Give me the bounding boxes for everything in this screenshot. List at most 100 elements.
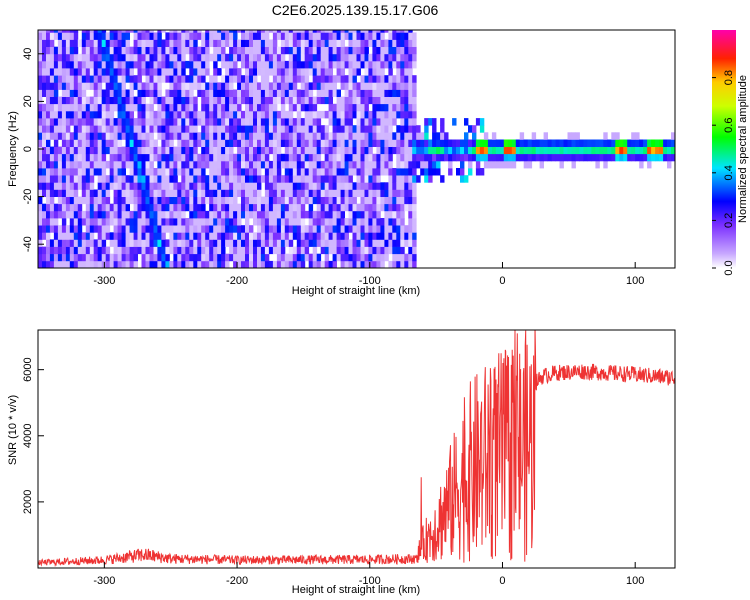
heatmap-cell bbox=[165, 160, 170, 169]
heatmap-cell bbox=[225, 153, 230, 162]
heatmap-cell bbox=[173, 103, 178, 112]
heatmap-cell bbox=[137, 68, 142, 76]
heatmap-cell bbox=[61, 132, 67, 140]
heatmap-cell bbox=[667, 153, 672, 162]
heatmap-cell bbox=[89, 182, 95, 190]
heatmap-cell bbox=[432, 125, 437, 133]
heatmap-cell bbox=[109, 118, 115, 126]
heatmap-cell bbox=[400, 175, 405, 183]
heatmap-cell bbox=[384, 189, 389, 197]
heatmap-cell bbox=[312, 68, 318, 76]
heatmap-cell bbox=[284, 89, 290, 97]
heatmap-cell bbox=[268, 82, 274, 90]
heatmap-cell bbox=[145, 110, 150, 119]
heatmap-cell bbox=[623, 139, 628, 147]
heatmap-cell bbox=[245, 68, 250, 76]
heatmap-cell bbox=[193, 125, 198, 133]
heatmap-cell bbox=[133, 153, 138, 162]
heatmap-cell bbox=[264, 30, 270, 33]
heatmap-cell bbox=[324, 125, 330, 133]
heatmap-cell bbox=[157, 118, 162, 126]
heatmap-cell bbox=[264, 110, 270, 119]
heatmap-cell bbox=[360, 125, 365, 133]
heatmap-cell bbox=[229, 218, 234, 226]
heatmap-cell bbox=[452, 118, 457, 126]
heatmap-cell bbox=[372, 253, 377, 262]
heatmap-cell bbox=[233, 160, 238, 169]
heatmap-cell bbox=[209, 110, 214, 119]
heatmap-cell bbox=[141, 260, 146, 268]
heatmap-cell bbox=[237, 132, 242, 140]
heatmap-cell bbox=[272, 196, 278, 205]
heatmap-cell bbox=[129, 153, 134, 162]
heatmap-cell bbox=[113, 118, 118, 126]
heatmap-cell bbox=[332, 89, 337, 97]
heatmap-cell bbox=[316, 82, 322, 90]
heatmap-cell bbox=[129, 146, 134, 155]
heatmap-cell bbox=[101, 189, 107, 197]
heatmap-cell bbox=[272, 46, 278, 55]
heatmap-cell bbox=[308, 153, 314, 162]
heatmap-cell bbox=[42, 103, 47, 112]
heatmap-cell bbox=[316, 160, 322, 169]
heatmap-cell bbox=[380, 225, 385, 233]
heatmap-cell bbox=[253, 110, 258, 119]
heatmap-cell bbox=[380, 60, 385, 69]
heatmap-cell bbox=[515, 139, 521, 147]
heatmap-cell bbox=[241, 253, 246, 262]
heatmap-cell bbox=[268, 132, 274, 140]
heatmap-cell bbox=[57, 30, 63, 33]
heatmap-cell bbox=[388, 246, 393, 255]
heatmap-cell bbox=[424, 125, 429, 133]
heatmap-cell bbox=[125, 68, 130, 76]
heatmap-cell bbox=[217, 110, 222, 119]
heatmap-cell bbox=[173, 218, 178, 226]
heatmap-cell bbox=[189, 239, 194, 247]
heatmap-cell bbox=[217, 239, 222, 247]
heatmap-cell bbox=[412, 89, 417, 97]
heatmap-cell bbox=[639, 146, 644, 155]
heatmap-cell bbox=[121, 239, 126, 247]
heatmap-cell bbox=[340, 32, 345, 40]
heatmap-cell bbox=[499, 139, 505, 147]
heatmap-cell bbox=[77, 132, 83, 140]
heatmap-cell bbox=[61, 218, 67, 226]
heatmap-cell bbox=[217, 260, 222, 268]
heatmap-cell bbox=[360, 82, 365, 90]
heatmap-cell bbox=[340, 96, 345, 105]
snr-y-tick-label: 6000 bbox=[22, 357, 34, 381]
heatmap-cell bbox=[233, 196, 238, 205]
heatmap-cell bbox=[49, 260, 55, 268]
heatmap-cell bbox=[249, 82, 254, 90]
heatmap-cell bbox=[49, 89, 55, 97]
heatmap-cell bbox=[272, 160, 278, 169]
heatmap-cell bbox=[85, 218, 91, 226]
heatmap-cell bbox=[376, 239, 381, 247]
heatmap-cell bbox=[272, 246, 278, 255]
heatmap-cell bbox=[201, 82, 206, 90]
heatmap-cell bbox=[201, 153, 206, 162]
heatmap-cell bbox=[201, 60, 206, 69]
heatmap-cell bbox=[38, 39, 43, 47]
heatmap-cell bbox=[161, 182, 166, 190]
heatmap-cell bbox=[46, 153, 51, 162]
heatmap-cell bbox=[125, 125, 130, 133]
heatmap-cell bbox=[316, 196, 322, 205]
heatmap-cell bbox=[217, 103, 222, 112]
heatmap-cell bbox=[117, 210, 122, 219]
heatmap-cell bbox=[85, 168, 91, 176]
heatmap-cell bbox=[284, 30, 290, 33]
heatmap-cell bbox=[42, 218, 47, 226]
heatmap-cell bbox=[360, 168, 365, 176]
heatmap-cell bbox=[177, 153, 182, 162]
heatmap-cell bbox=[388, 210, 393, 219]
heatmap-cell bbox=[400, 39, 405, 47]
heatmap-cell bbox=[145, 32, 150, 40]
heatmap-cell bbox=[336, 68, 341, 76]
heatmap-cell bbox=[85, 32, 91, 40]
heatmap-cell bbox=[324, 246, 330, 255]
heatmap-cell bbox=[241, 232, 246, 240]
heatmap-cell bbox=[340, 132, 345, 140]
heatmap-cell bbox=[336, 203, 341, 212]
heatmap-cell bbox=[193, 160, 198, 169]
